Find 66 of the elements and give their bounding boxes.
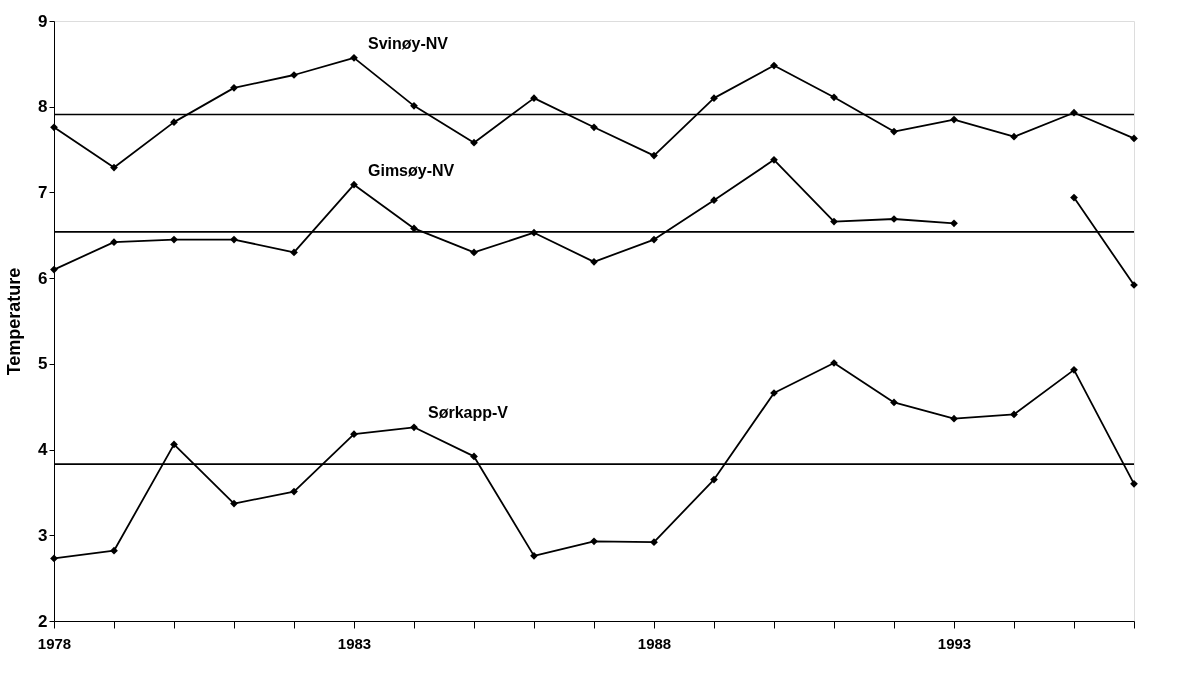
x-tick-label: 1983: [337, 634, 372, 652]
point: [770, 155, 778, 164]
point: [950, 414, 958, 423]
point: [470, 248, 478, 257]
point: [710, 94, 718, 103]
point: [1070, 365, 1078, 374]
point: [530, 551, 538, 560]
point: [710, 196, 718, 205]
point: [890, 127, 898, 136]
point: [170, 440, 178, 449]
y-tick-label: 8: [38, 97, 48, 117]
y-tick-label: 2: [38, 611, 48, 631]
point: [410, 101, 418, 110]
point: [470, 138, 478, 147]
point: [1010, 132, 1018, 141]
point: [530, 94, 538, 103]
y-tick-label: 7: [38, 182, 48, 202]
point: [650, 538, 658, 547]
point: [110, 163, 118, 172]
point: [230, 83, 238, 92]
point: [50, 123, 58, 132]
point: [650, 151, 658, 160]
point: [950, 219, 958, 228]
point: [530, 228, 538, 237]
y-tick-label: 9: [38, 11, 48, 31]
point: [1130, 479, 1138, 488]
point: [830, 217, 838, 226]
y-tick-label: 6: [38, 268, 48, 288]
point: [1070, 193, 1078, 202]
point: [170, 118, 178, 127]
point: [1010, 410, 1018, 419]
point: [590, 537, 598, 546]
point: [170, 235, 178, 244]
point: [470, 452, 478, 461]
point: [770, 61, 778, 70]
point: [590, 123, 598, 132]
x-tick-label: 1978: [37, 634, 72, 652]
point: [1070, 108, 1078, 117]
point: [290, 487, 298, 496]
point: [410, 423, 418, 432]
point: [590, 257, 598, 266]
point: [110, 546, 118, 555]
point: [350, 180, 358, 189]
x-tick-label: 1988: [637, 634, 672, 652]
point: [890, 398, 898, 407]
point: [710, 475, 718, 484]
point: [350, 53, 358, 62]
point: [950, 115, 958, 124]
point: [230, 235, 238, 244]
point: [290, 248, 298, 257]
series-label: Gimsøy-NV: [368, 161, 455, 179]
x-tick-label: 1993: [937, 634, 972, 652]
point: [110, 238, 118, 247]
point: [50, 265, 58, 274]
y-axis-title: Temperature: [4, 267, 25, 376]
point: [830, 93, 838, 102]
y-tick-label: 5: [38, 354, 48, 374]
point: [350, 430, 358, 439]
point: [650, 235, 658, 244]
series-label: Svinøy-NV: [368, 34, 449, 52]
point: [230, 499, 238, 508]
point: [1130, 134, 1138, 143]
y-tick-label: 3: [38, 525, 48, 545]
point: [50, 554, 58, 563]
series-label: Sørkapp-V: [428, 404, 509, 422]
y-tick-label: 4: [38, 440, 49, 460]
